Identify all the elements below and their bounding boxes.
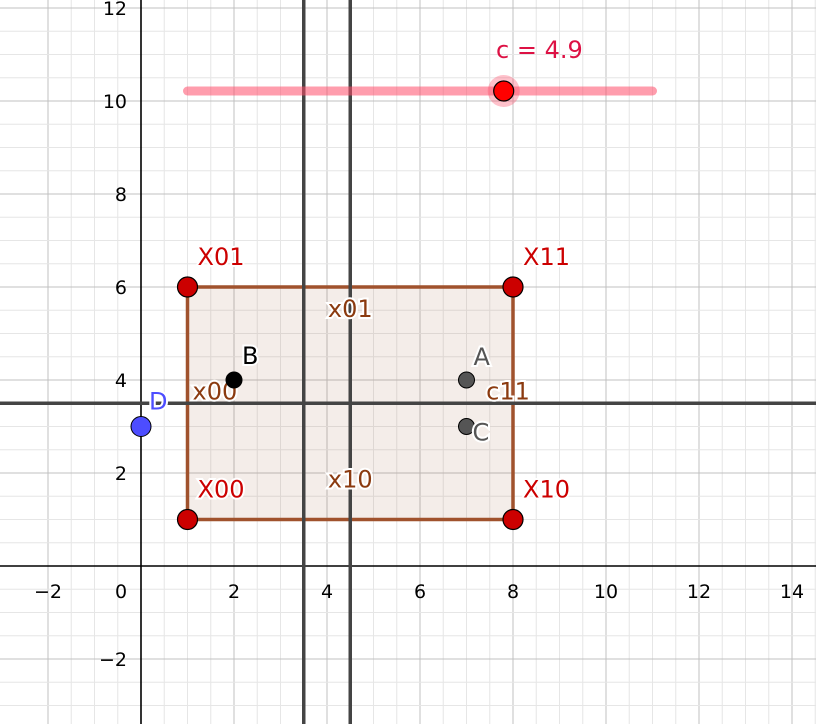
x-tick-label: 10 [594, 581, 618, 603]
points[interactable]: X00 X10 X11 X01 B A C D [130, 241, 572, 531]
tick-labels: −2 0 2 4 6 8 10 12 14 −2 2 4 6 8 10 12 [34, 0, 804, 671]
y-tick-label: 10 [103, 91, 127, 113]
point-B[interactable] [225, 371, 243, 389]
x-tick-label: 8 [507, 581, 519, 603]
y-tick-label: 2 [115, 463, 127, 485]
y-tick-label: −2 [99, 649, 127, 671]
x-tick-label: 0 [115, 581, 127, 603]
x-tick-label: 12 [687, 581, 711, 603]
slider-c[interactable]: c = 4.9 [183, 36, 657, 107]
corner-label-X01: X01 [198, 243, 245, 271]
corner-point-X10[interactable] [502, 508, 524, 531]
point-label-B: B [242, 342, 258, 370]
edge-label-x10: x10 [328, 466, 373, 494]
corner-label-X00: X00 [198, 476, 245, 504]
corner-label-X10: X10 [523, 476, 570, 504]
corner-point-X01[interactable] [176, 276, 199, 298]
corner-point-X00[interactable] [176, 508, 199, 531]
point-label-D: D [149, 388, 167, 416]
x-tick-label: 2 [228, 581, 240, 603]
point-label-C: C [473, 419, 490, 447]
y-tick-label: 4 [115, 370, 127, 392]
corner-point-X11[interactable] [502, 276, 524, 298]
y-tick-label: 8 [115, 184, 127, 206]
point-D[interactable] [130, 416, 152, 437]
y-tick-label: 12 [103, 0, 127, 20]
point-A[interactable] [458, 371, 475, 389]
point-label-A: A [474, 343, 491, 371]
x-tick-label: 4 [321, 581, 333, 603]
point-C[interactable] [458, 418, 475, 435]
y-tick-label: 6 [115, 277, 127, 299]
x-tick-label: −2 [34, 581, 62, 603]
slider-handle[interactable] [493, 80, 515, 102]
slider-label: c = 4.9 [496, 36, 583, 64]
corner-label-X11: X11 [523, 243, 570, 271]
x-tick-label: 6 [414, 581, 426, 603]
edge-label-c11: c11 [486, 377, 530, 405]
x-tick-label: 14 [780, 581, 804, 603]
edge-label-x01: x01 [328, 295, 373, 323]
